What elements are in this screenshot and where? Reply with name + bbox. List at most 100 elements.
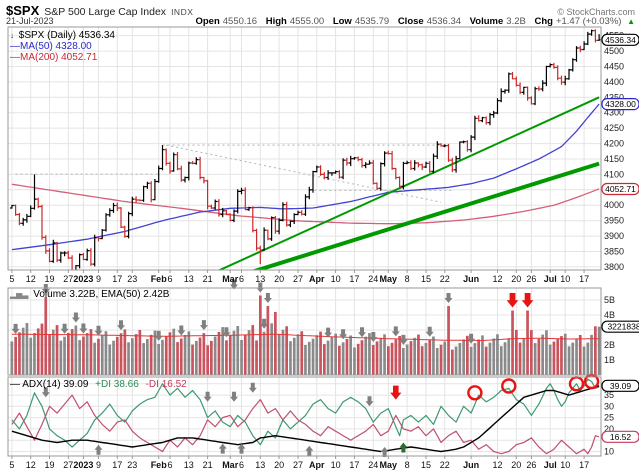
legend-collapse-icon: ↓ [10,31,14,40]
svg-text:13: 13 [184,274,194,284]
svg-text:10: 10 [560,460,570,470]
down-arrow-icon [117,320,125,331]
minus-di-line [11,394,600,455]
svg-text:12: 12 [26,460,36,470]
svg-text:5: 5 [9,274,14,284]
svg-text:13: 13 [184,460,194,470]
open-value: 4550.16 [222,16,258,27]
svg-text:17: 17 [112,460,122,470]
down-arrow-icon [199,320,208,331]
down-arrow-icon [263,293,272,303]
svg-text:May: May [380,274,398,284]
down-arrow-icon [79,323,88,334]
svg-text:Jul: Jul [544,460,557,470]
down-arrow-icon [41,284,50,294]
down-arrow-icon [260,318,269,329]
adx-legend-pdi: +DI 38.66 [95,379,139,390]
up-arrow-icon [237,443,246,454]
down-arrow-icon [248,382,257,393]
svg-text:21: 21 [203,460,213,470]
svg-text:21: 21 [203,274,213,284]
svg-text:8: 8 [405,274,410,284]
svg-text:4052.71: 4052.71 [605,184,636,194]
svg-text:17: 17 [579,460,589,470]
svg-text:35: 35 [604,390,614,400]
chg-label: Chg [534,16,553,27]
svg-text:3900: 3900 [604,231,624,241]
volume-legend: Volume 3.22B, EMA(50) 2.42B [33,289,170,300]
chart-date: 21-Jul-2023 [6,16,54,26]
svg-text:24: 24 [368,460,378,470]
adx-legend: — ADX(14) 39.09 +DI 38.66 -DI 16.52 [10,379,187,390]
svg-text:13: 13 [255,460,265,470]
panel-borders [7,26,602,457]
svg-text:10: 10 [331,274,341,284]
down-arrow-icon [177,325,186,336]
svg-text:4300: 4300 [604,108,624,118]
svg-text:Feb: Feb [151,274,168,284]
svg-text:20: 20 [274,274,284,284]
svg-text:4400: 4400 [604,77,624,87]
down-arrow-icon [444,293,453,303]
down-arrow-icon [390,385,402,400]
svg-text:May: May [380,460,398,470]
svg-text:10: 10 [331,460,341,470]
high-label: High [265,16,287,27]
svg-text:3221838: 3221838 [607,322,639,332]
low-value: 4535.79 [354,16,390,27]
close-value: 4536.34 [426,16,462,27]
svg-text:4350: 4350 [604,92,624,102]
price-panel [10,29,601,270]
svg-text:4328.00: 4328.00 [605,99,636,109]
volume-label: Volume [469,16,504,27]
svg-text:5B: 5B [604,295,615,305]
axis-labels: 5 12 19 27 2023 9 17 23 Feb 6 13 21 Mar 6 13 20 27 Apr 10 1… [9,31,624,470]
down-arrow-icon [399,334,408,345]
down-arrow-icon [222,327,231,338]
svg-text:Mar: Mar [222,460,239,470]
svg-text:25: 25 [604,413,614,423]
svg-text:Feb: Feb [151,460,168,470]
up-arrow-icon [380,447,389,457]
svg-text:Jul: Jul [544,274,557,284]
svg-text:20: 20 [274,460,284,470]
svg-text:19: 19 [44,460,54,470]
svg-text:4450: 4450 [604,62,624,72]
svg-text:23: 23 [127,274,137,284]
svg-text:17: 17 [579,274,589,284]
svg-text:6: 6 [239,460,244,470]
svg-text:5: 5 [9,460,14,470]
svg-text:Jun: Jun [463,274,479,284]
svg-text:Apr: Apr [309,460,325,470]
ma50-line [11,103,600,251]
svg-text:9: 9 [96,460,101,470]
svg-text:20: 20 [511,274,521,284]
down-arrow-icon [339,329,348,340]
exchange: INDX [171,7,194,17]
svg-text:4B: 4B [604,310,615,320]
down-arrow-icon [203,391,212,402]
svg-text:Mar: Mar [222,274,239,284]
index-name: S&P 500 Large Cap Index [44,6,167,18]
down-arrow-icon [391,326,400,337]
down-arrow-icon [41,387,50,398]
down-arrow-icon [521,293,534,308]
change-up-icon: ▲ [627,17,635,26]
svg-text:2023: 2023 [73,460,93,470]
svg-text:6: 6 [239,274,244,284]
low-label: Low [332,16,352,27]
adx-line [11,385,600,453]
chg-value: +1.47 (+0.03%) [555,16,622,27]
down-arrow-icon [365,396,374,407]
down-arrow-icon [60,323,69,334]
svg-text:4100: 4100 [604,169,624,179]
svg-text:4250: 4250 [604,123,624,133]
high-value: 4555.00 [289,16,325,27]
price-legend: $SPX (Daily) 4536.34 [18,30,115,41]
down-arrow-icon [71,312,80,323]
svg-text:20: 20 [511,460,521,470]
svg-text:10: 10 [604,447,614,457]
svg-text:15: 15 [421,274,431,284]
down-arrow-icon [506,293,519,308]
